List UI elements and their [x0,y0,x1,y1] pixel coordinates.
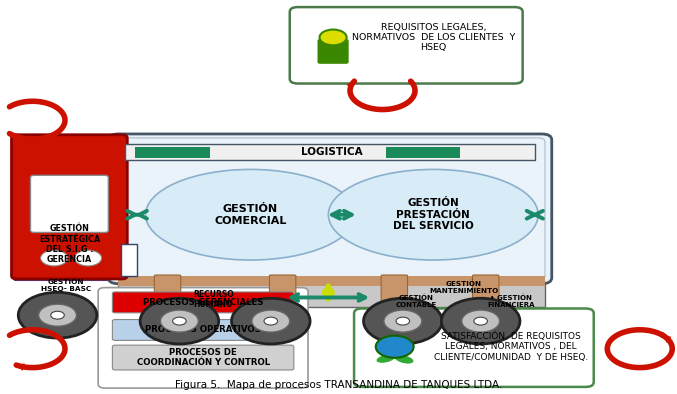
FancyBboxPatch shape [98,288,308,388]
Circle shape [364,298,442,344]
Bar [118,276,545,286]
FancyBboxPatch shape [290,7,523,84]
FancyBboxPatch shape [154,275,181,304]
Ellipse shape [395,355,414,364]
Circle shape [320,30,347,45]
Circle shape [474,317,487,325]
FancyBboxPatch shape [30,175,108,232]
Text: PROCESOS DE
COORDINACIÓN Y CONTROL: PROCESOS DE COORDINACIÓN Y CONTROL [137,348,269,367]
Circle shape [160,310,198,332]
FancyBboxPatch shape [112,320,294,340]
FancyBboxPatch shape [381,275,408,304]
FancyBboxPatch shape [318,39,349,64]
Text: GESTIÓN
MANTENIMIENTO: GESTIÓN MANTENIMIENTO [429,281,498,294]
Bar [118,278,545,307]
Text: GESTIÓN
COMERCIAL: GESTIÓN COMERCIAL [215,204,286,225]
Circle shape [140,298,219,344]
Circle shape [264,317,278,325]
Text: PROCESOS GERENCIALES: PROCESOS GERENCIALES [143,298,263,307]
Circle shape [51,311,64,319]
FancyBboxPatch shape [108,134,552,284]
Text: GESTIÓN
CONTABLE: GESTIÓN CONTABLE [396,295,437,308]
FancyBboxPatch shape [12,135,127,279]
Ellipse shape [146,169,355,260]
FancyBboxPatch shape [473,275,499,304]
Bar [125,144,535,160]
FancyBboxPatch shape [112,345,294,370]
Circle shape [41,250,68,266]
Bar [386,147,460,158]
Circle shape [232,298,310,344]
Circle shape [441,298,520,344]
FancyBboxPatch shape [354,309,594,387]
Text: Figura 5.  Mapa de procesos TRANSANDINA DE TANQUES LTDA.: Figura 5. Mapa de procesos TRANSANDINA D… [175,380,502,390]
Circle shape [384,310,422,332]
Circle shape [462,310,500,332]
Text: GESTIÓN
ESTRATÉGICA
DEL S.I.G .
GERENCIA: GESTIÓN ESTRATÉGICA DEL S.I.G . GERENCIA [39,224,100,264]
Bar [135,147,210,158]
Circle shape [252,310,290,332]
Text: PROCESOS OPERATIVOS: PROCESOS OPERATIVOS [145,325,261,335]
Bar [14,273,125,280]
Text: • GESTIÓN
FINANCIERA: • GESTIÓN FINANCIERA [487,295,535,308]
Ellipse shape [376,354,395,363]
Circle shape [18,292,97,338]
Circle shape [173,317,186,325]
Circle shape [376,336,414,358]
FancyBboxPatch shape [112,292,294,313]
Circle shape [74,250,102,266]
FancyBboxPatch shape [269,275,296,304]
Circle shape [396,317,410,325]
Text: SATISFACCIÓN  DE REQUISITOS
LEGALES, NORMATIVOS , DEL
CLIENTE/COMUNIDAD  Y DE HS: SATISFACCIÓN DE REQUISITOS LEGALES, NORM… [434,332,588,362]
Text: REQUISITOS LEGALES,
NORMATIVOS  DE LOS CLIENTES  Y
HSEQ: REQUISITOS LEGALES, NORMATIVOS DE LOS CL… [351,22,515,52]
Text: LOGISTICA: LOGISTICA [301,147,363,158]
Circle shape [39,304,77,326]
Text: RECURSO
HUMANO: RECURSO HUMANO [193,290,234,309]
Text: GESTIÓN
PRESTACIÓN
DEL SERVICIO: GESTIÓN PRESTACIÓN DEL SERVICIO [393,198,474,231]
Ellipse shape [328,169,538,260]
Text: GESTIÓN
HSEQ- BASC: GESTIÓN HSEQ- BASC [41,279,91,292]
Bar [121,244,137,276]
